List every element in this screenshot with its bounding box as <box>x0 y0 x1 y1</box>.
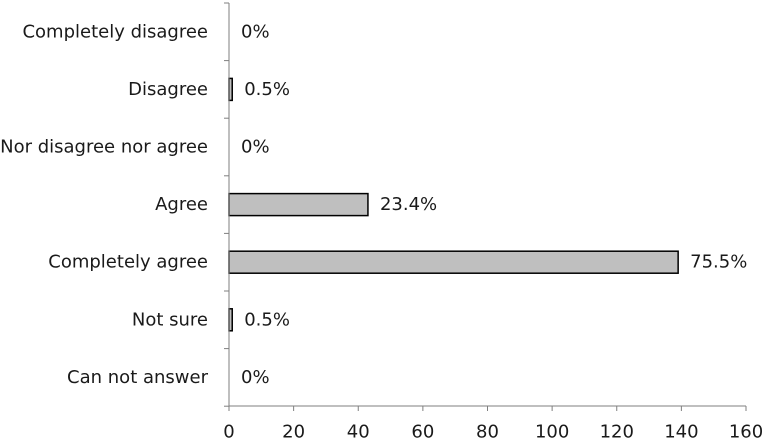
bars-layer <box>228 77 679 332</box>
bar-agree <box>228 192 369 217</box>
data-label-not-sure: 0.5% <box>244 309 290 330</box>
x-tick-label: 120 <box>600 422 634 443</box>
data-label-completely-agree: 75.5% <box>690 252 747 273</box>
x-tick-label: 140 <box>664 422 698 443</box>
axis-layer: 0 20 40 60 80 100 120 140 160 <box>223 2 763 443</box>
x-tick-label: 100 <box>535 422 569 443</box>
x-tick-label: 60 <box>411 422 434 443</box>
x-tick-label: 0 <box>223 422 234 443</box>
category-label-completely-agree: Completely agree <box>48 252 208 273</box>
data-label-completely-disagree: 0% <box>241 21 270 42</box>
category-label-nor-disagree-nor-agree: Nor disagree nor agree <box>0 137 208 158</box>
category-label-can-not-answer: Can not answer <box>67 367 209 388</box>
category-label-agree: Agree <box>155 194 208 215</box>
x-tick-label: 80 <box>476 422 499 443</box>
data-label-disagree: 0.5% <box>244 79 290 100</box>
labels-layer: Completely disagree 0% Disagree 0.5% Nor dis… <box>0 21 747 388</box>
category-label-completely-disagree: Completely disagree <box>22 21 208 42</box>
category-label-disagree: Disagree <box>128 79 208 100</box>
bar-completely-agree <box>228 250 679 274</box>
x-tick-label: 160 <box>729 422 763 443</box>
data-label-agree: 23.4% <box>380 194 437 215</box>
x-tick-label: 20 <box>282 422 305 443</box>
x-tick-label: 40 <box>347 422 370 443</box>
data-label-can-not-answer: 0% <box>241 367 270 388</box>
data-label-nor-disagree-nor-agree: 0% <box>241 137 270 158</box>
category-label-not-sure: Not sure <box>132 309 208 330</box>
